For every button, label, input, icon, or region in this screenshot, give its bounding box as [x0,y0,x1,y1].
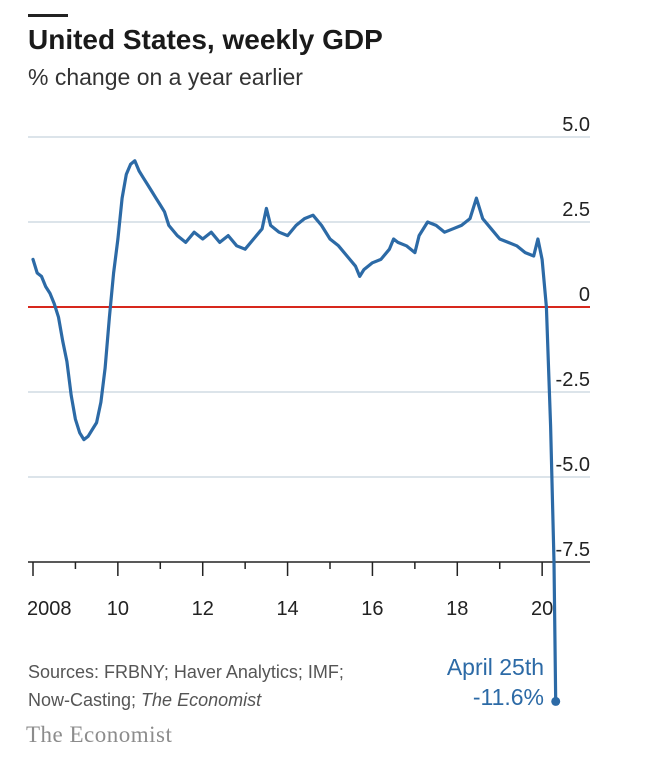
economist-logo: The Economist [26,722,173,747]
source-line-2-text: Now-Casting; [28,690,142,710]
x-tick-label: 20 [531,598,553,620]
annotation-date: April 25th [446,654,544,680]
x-tick-label: 10 [107,598,129,620]
source-economist: The Economist [141,690,262,710]
y-tick-label: 0 [579,284,590,306]
source-line-2: Now-Casting; The Economist [28,686,408,714]
chart-subtitle: % change on a year earlier [28,64,303,90]
latest-annotation: April 25th -11.6% [447,652,544,712]
y-axis-ticks: 5.0 2.5 0 -2.5 -5.0 -7.5 [556,114,590,561]
annotation-value: -11.6% [472,684,544,710]
source-line-1: Sources: FRBNY; Haver Analytics; IMF; [28,662,344,682]
latest-point-marker [551,696,561,706]
x-axis: 2008 10 12 14 16 18 20 [27,561,590,620]
y-tick-label: 5.0 [562,114,590,136]
y-tick-label: -5.0 [556,454,590,476]
chart-title: United States, weekly GDP [28,24,383,55]
y-tick-label: 2.5 [562,199,590,221]
x-tick-label: 16 [361,598,383,620]
x-tick-label: 2008 [27,598,72,620]
gdp-series-line [31,159,558,703]
gridlines [28,136,590,478]
y-tick-label: -7.5 [556,539,590,561]
y-tick-label: -2.5 [556,369,590,391]
title-rule [28,14,68,17]
x-tick-label: 14 [276,598,298,620]
x-tick-label: 18 [446,598,468,620]
x-tick-label: 12 [192,598,214,620]
series-group [31,159,561,706]
source-note: Sources: FRBNY; Haver Analytics; IMF; No… [28,658,408,714]
